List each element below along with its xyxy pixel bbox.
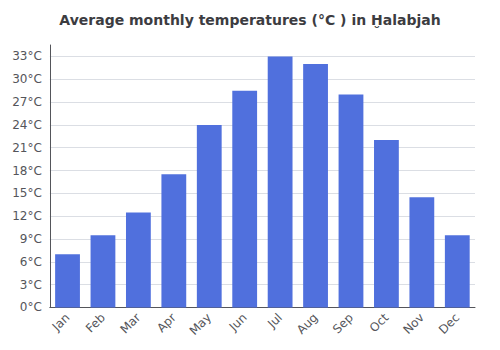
svg-text:Nov: Nov bbox=[400, 311, 426, 337]
svg-text:30°C: 30°C bbox=[12, 72, 42, 86]
svg-text:33°C: 33°C bbox=[12, 49, 42, 63]
svg-text:Mar: Mar bbox=[117, 310, 143, 336]
svg-text:Jul: Jul bbox=[264, 311, 285, 332]
svg-text:18°C: 18°C bbox=[12, 164, 42, 178]
svg-text:15°C: 15°C bbox=[12, 186, 42, 200]
svg-text:21°C: 21°C bbox=[12, 141, 42, 155]
svg-text:Aug: Aug bbox=[294, 311, 320, 337]
svg-text:Feb: Feb bbox=[83, 311, 108, 336]
svg-text:6°C: 6°C bbox=[20, 255, 42, 269]
svg-text:Average monthly temperatures (: Average monthly temperatures (°C ) in Ḫa… bbox=[59, 12, 440, 28]
svg-text:Jun: Jun bbox=[226, 311, 250, 335]
svg-text:0°C: 0°C bbox=[20, 300, 42, 314]
svg-text:Apr: Apr bbox=[154, 310, 179, 335]
svg-text:3°C: 3°C bbox=[20, 278, 42, 292]
svg-text:Oct: Oct bbox=[367, 310, 392, 335]
svg-text:Sep: Sep bbox=[330, 311, 356, 337]
svg-text:May: May bbox=[187, 311, 214, 338]
svg-text:12°C: 12°C bbox=[12, 209, 42, 223]
svg-text:9°C: 9°C bbox=[20, 232, 42, 246]
svg-text:27°C: 27°C bbox=[12, 95, 42, 109]
svg-text:Dec: Dec bbox=[436, 311, 462, 337]
svg-text:Jan: Jan bbox=[49, 311, 73, 335]
svg-text:24°C: 24°C bbox=[12, 118, 42, 132]
